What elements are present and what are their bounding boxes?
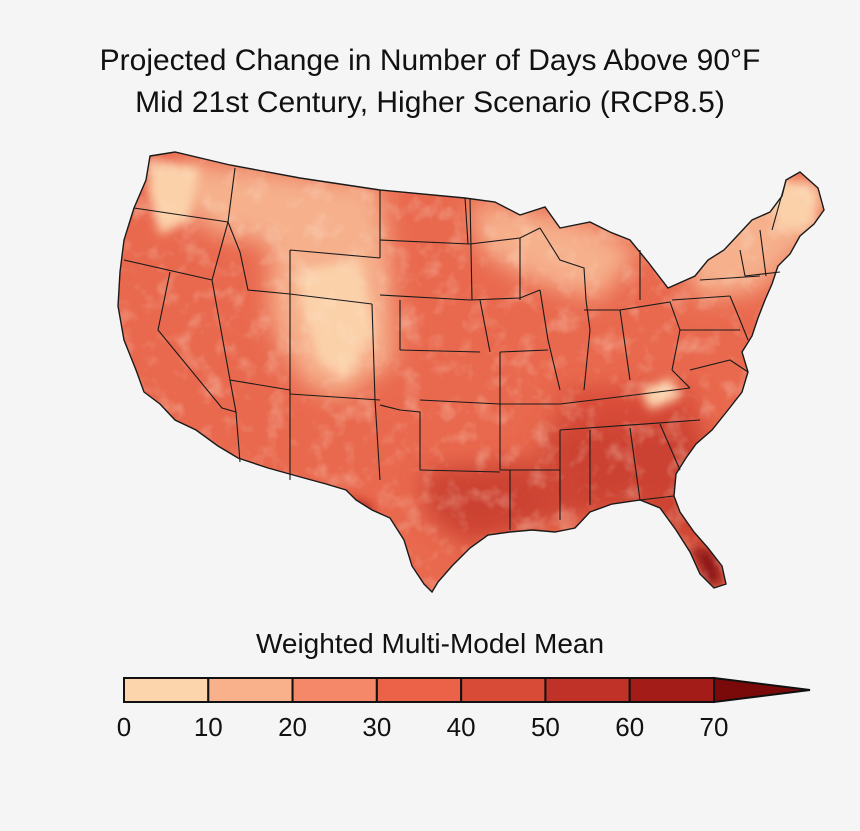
legend-bin-1	[207, 677, 294, 703]
legend-tick-label: 0	[116, 712, 132, 742]
legend-bin-5	[544, 677, 631, 703]
state-borders	[117, 151, 825, 594]
legend-tick-label: 40	[446, 712, 476, 742]
legend-bin-3	[375, 677, 463, 703]
map-title-line-1: Projected Change in Number of Days Above…	[99, 44, 761, 77]
legend-tick-label: 30	[362, 712, 392, 742]
legend-tick-label: 20	[278, 712, 308, 742]
legend-bin-2	[291, 677, 378, 703]
legend-tick-label: 60	[615, 712, 645, 742]
legend-title: Weighted Multi-Model Mean	[255, 628, 605, 659]
legend-tick-label: 50	[530, 712, 560, 742]
legend-bin-0	[123, 677, 210, 703]
legend-tick-label: 70	[699, 712, 729, 742]
legend-bin-6	[628, 677, 716, 703]
legend-bin-4	[460, 677, 547, 703]
legend-tick-label: 10	[193, 712, 223, 742]
legend-overflow-arrow	[713, 676, 811, 704]
map-title-line-2: Mid 21st Century, Higher Scenario (RCP8.…	[135, 86, 725, 119]
